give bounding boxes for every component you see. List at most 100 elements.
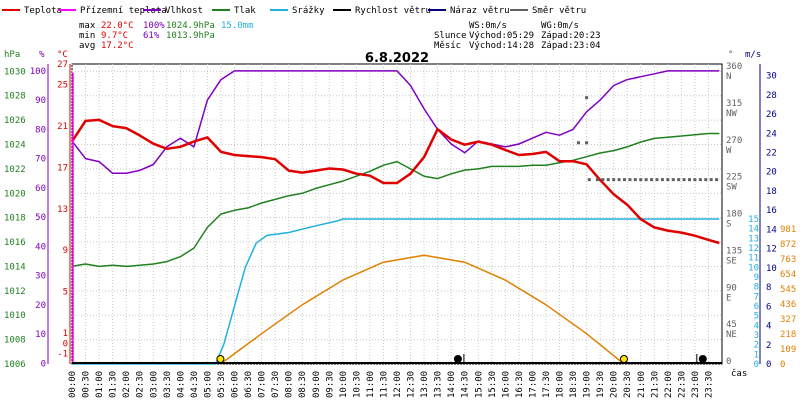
axis-mm-tick: 7: [754, 292, 759, 302]
stats-min-label: min: [79, 31, 95, 41]
axis-degc-tick: 13: [57, 205, 68, 215]
axis-mm-tick: 12: [748, 244, 759, 254]
axis-hpa-tick: 1006: [4, 360, 26, 370]
axis-ms-tick: 0: [766, 360, 771, 370]
x-tick-label: 06:30: [244, 371, 254, 398]
axis-degc-tick: -1: [57, 350, 68, 360]
stats-max-label: max: [79, 21, 96, 31]
stats-max-rain: 15.0mm: [221, 21, 254, 31]
x-tick-label: 16:30: [515, 371, 525, 398]
axis-dir-tick: 0: [726, 357, 731, 367]
x-tick-label: 13:30: [434, 371, 444, 398]
axis-pct-tick: 70: [35, 155, 46, 165]
chart-title: 6.8.2022: [365, 51, 429, 66]
axis-hpa-tick: 1020: [4, 189, 26, 199]
axis-dir-tick: 315: [726, 99, 742, 109]
x-axis: 00:00 00:30 01:00 01:30 02:00 02:30 03:00 03:30…: [68, 368, 747, 398]
x-tick-label: 08:30: [298, 371, 308, 398]
x-axis-label: čas: [731, 368, 747, 379]
x-tick-label: 13:00: [420, 371, 430, 398]
axis-pct-tick: 0: [41, 360, 46, 370]
wind-dir-point: [585, 96, 589, 100]
axis-dir-tick: 360: [726, 62, 742, 72]
axis-sunalt-tick: 109: [780, 345, 796, 355]
axis-degc-tick: 0: [63, 339, 68, 349]
axis-dir-compass: W: [726, 146, 732, 156]
axis-degc-tick: 27: [57, 60, 68, 70]
axis-dir-compass: NW: [726, 109, 737, 119]
x-tick-label: 23:00: [691, 371, 701, 398]
legend-label: Tlak: [234, 6, 256, 16]
axis-degc-tick: 1: [63, 329, 68, 339]
axis-ms-tick: 10: [766, 264, 777, 274]
axis-dir-compass: S: [726, 220, 731, 230]
x-tick-label: 05:00: [203, 371, 213, 398]
axis-mm-tick: 11: [748, 254, 759, 264]
x-tick-label: 23:30: [704, 371, 714, 398]
axis-sunalt-tick: 436: [780, 300, 796, 310]
x-tick-label: 19:30: [596, 371, 606, 398]
x-tick-label: 16:00: [501, 371, 511, 398]
axis-pct-tick: 60: [35, 184, 46, 194]
series-humidity: [71, 70, 720, 175]
x-tick-label: 18:00: [556, 371, 566, 398]
axis-degc-tick: 9: [63, 246, 68, 256]
axis-pct-tick: 100: [30, 67, 46, 77]
axis-dir-compass: E: [726, 293, 731, 303]
x-tick-label: 20:30: [623, 371, 633, 398]
axis-hpa-tick: 1016: [4, 238, 26, 248]
axis-hpa-tick: 1012: [4, 287, 26, 297]
axis-ms-tick: 22: [766, 149, 777, 159]
x-tick-label: 00:30: [82, 371, 92, 398]
axis-dir-tick: 135: [726, 246, 742, 256]
x-tick-label: 09:30: [325, 371, 335, 398]
x-tick-label: 12:30: [407, 371, 417, 398]
wind-dir-point: [601, 178, 605, 182]
wind-dir-point: [715, 178, 719, 182]
axis-mm-tick: 14: [748, 225, 759, 235]
axis-hpa-unit: hPa: [4, 50, 20, 60]
x-tick-label: 08:00: [285, 371, 295, 398]
axis-dir-compass: SE: [726, 256, 737, 266]
wind-dir-point: [612, 178, 616, 182]
axis-pct-tick: 40: [35, 242, 46, 252]
stats-avg-label: avg: [79, 41, 95, 51]
wind-dir-point: [671, 178, 675, 182]
legend-label: Přízemní teplota: [80, 6, 167, 16]
x-tick-label: 21:30: [650, 371, 660, 398]
axis-mm-tick: 9: [754, 273, 759, 283]
axis-ms-tick: 2: [766, 341, 771, 351]
sunrise-marker: [216, 355, 225, 363]
axis-mm-tick: 5: [754, 312, 759, 322]
axis-ms-tick: 26: [766, 110, 777, 120]
axis-dir-tick: 270: [726, 136, 742, 146]
axis-mm-tick: 3: [754, 331, 759, 341]
stats-min-hum: 61%: [143, 31, 160, 41]
wind-dir-point: [606, 178, 610, 182]
axis-sunalt-tick: 327: [780, 315, 796, 325]
x-tick-label: 02:30: [136, 371, 146, 398]
x-tick-label: 10:30: [352, 371, 362, 398]
x-tick-label: 12:00: [393, 371, 403, 398]
stats-sun-label: Slunce: [434, 31, 467, 41]
x-tick-label: 22:30: [677, 371, 687, 398]
chart-series: [70, 70, 722, 365]
x-tick-label: 04:00: [176, 371, 186, 398]
chart-grid: [71, 63, 723, 365]
axis-ms-tick: 6: [766, 302, 771, 312]
axis-pct-tick: 80: [35, 125, 46, 135]
axis-degc-tick: 25: [57, 81, 68, 91]
axis-dir-tick: 45: [726, 320, 737, 330]
wind-dir-point: [633, 178, 637, 182]
axis-mm-tick: 1: [754, 350, 759, 360]
stats-avg-temp: 17.2°C: [101, 41, 134, 51]
wind-dir-point: [709, 178, 713, 182]
stats-max-hum: 100%: [143, 21, 165, 31]
axis-ms-tick: 18: [766, 187, 777, 197]
axis-mm-tick: 10: [748, 263, 759, 273]
stats-moon-label: Měsíc: [434, 41, 461, 51]
wind-dir-point: [666, 178, 670, 182]
x-tick-label: 07:30: [271, 371, 281, 398]
